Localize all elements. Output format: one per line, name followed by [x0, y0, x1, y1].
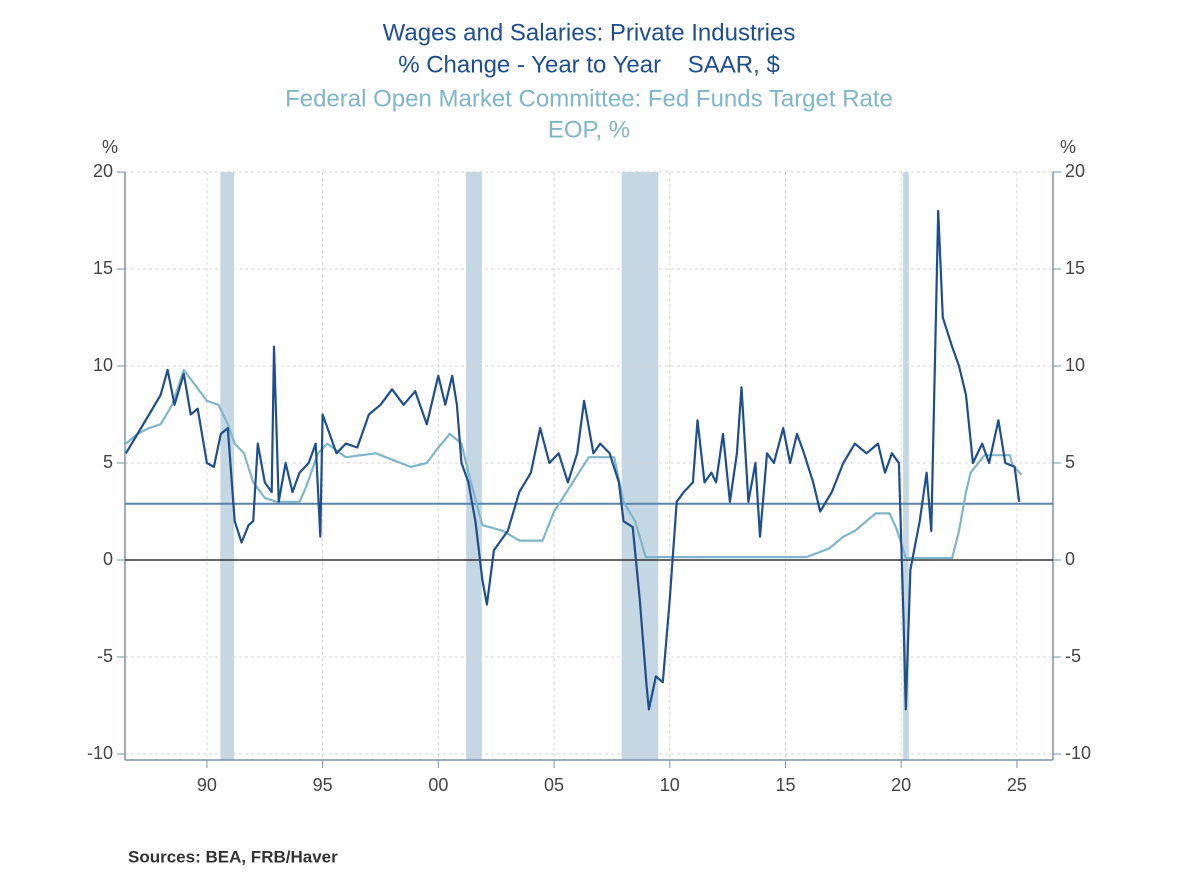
recession-band	[466, 172, 482, 760]
y2-tick-label: 0	[1065, 549, 1075, 569]
series-line	[125, 368, 1023, 560]
y2-tick-label: -5	[1065, 646, 1081, 666]
title-line: Wages and Salaries: Private Industries	[383, 19, 796, 46]
x-tick-label: 00	[428, 775, 448, 795]
title-line: Federal Open Market Committee: Fed Funds…	[285, 85, 893, 112]
source-note: Sources: BEA, FRB/Haver	[128, 847, 338, 866]
x-tick-label: 20	[891, 775, 911, 795]
y2-tick-label: 10	[1065, 355, 1085, 375]
y-tick-label: 15	[93, 258, 113, 278]
y-tick-label: 20	[93, 161, 113, 181]
recession-band	[903, 172, 909, 760]
y-tick-label: -5	[97, 646, 113, 666]
subtitle-line: % Change - Year to Year SAAR, $	[398, 51, 780, 78]
x-tick-label: 10	[660, 775, 680, 795]
y2-tick-label: 20	[1065, 161, 1085, 181]
y-tick-label: -10	[87, 743, 113, 763]
x-tick-label: 95	[313, 775, 333, 795]
subtitle-line: EOP, %	[548, 116, 630, 143]
y2-tick-label: 15	[1065, 258, 1085, 278]
y2-axis-label: %	[1060, 137, 1076, 157]
x-tick-label: 25	[1007, 775, 1027, 795]
x-tick-label: 15	[775, 775, 795, 795]
x-tick-label: 90	[197, 775, 217, 795]
x-tick-label: 05	[544, 775, 564, 795]
y2-tick-label: 5	[1065, 452, 1075, 472]
y-axis-label: %	[102, 137, 118, 157]
recession-band	[621, 172, 659, 760]
y-tick-label: 10	[93, 355, 113, 375]
series-line	[124, 209, 1021, 711]
y2-tick-label: -10	[1065, 743, 1091, 763]
y-tick-label: 0	[103, 549, 113, 569]
y-tick-label: 5	[103, 452, 113, 472]
recession-band	[220, 172, 234, 760]
